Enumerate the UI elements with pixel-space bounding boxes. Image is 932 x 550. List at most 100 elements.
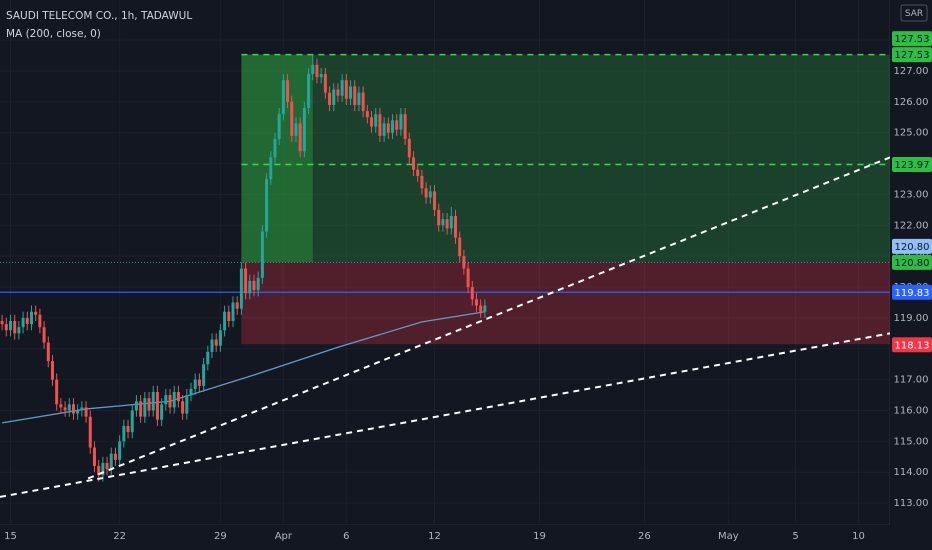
- candle-body: [315, 64, 319, 78]
- candle-body: [244, 268, 248, 294]
- candle-body: [466, 268, 470, 288]
- candle-body: [155, 391, 159, 420]
- candle-body: [256, 277, 260, 291]
- candle-body: [172, 391, 176, 408]
- price-label-box: [892, 337, 932, 353]
- candle-body: [403, 114, 407, 139]
- candle-body: [462, 256, 466, 269]
- price-label: 120.80: [895, 242, 930, 253]
- candle-body: [109, 453, 113, 470]
- candle-body: [353, 86, 357, 105]
- candle-body: [17, 327, 21, 334]
- candle-body: [59, 404, 63, 408]
- price-label-box: [892, 47, 932, 63]
- x-tick-label: 22: [113, 531, 126, 542]
- candle-body: [298, 123, 302, 152]
- trendline: [0, 332, 891, 498]
- candle-body: [189, 388, 193, 396]
- y-tick-label: 116.00: [894, 405, 929, 416]
- y-tick-label: 126.00: [894, 97, 929, 108]
- candle-body: [407, 138, 411, 158]
- candle-body: [311, 64, 315, 75]
- candle-body: [38, 314, 42, 328]
- candle-body: [332, 89, 336, 105]
- time-axis-bg: [0, 525, 932, 550]
- candle-body: [307, 74, 311, 109]
- candle-body: [374, 114, 378, 127]
- currency-box: [900, 4, 928, 22]
- candle-body: [399, 114, 403, 130]
- candle-body: [281, 80, 285, 115]
- candle-body: [80, 407, 84, 411]
- candle-body: [71, 404, 75, 414]
- candle-body: [328, 92, 332, 105]
- candle-body: [134, 401, 138, 411]
- x-tick-label: 10: [852, 531, 865, 542]
- loss-zone: [241, 262, 891, 345]
- candle-body: [55, 379, 59, 405]
- profit-zone: [241, 54, 891, 263]
- y-tick-label: 117.00: [894, 375, 929, 386]
- candle-body: [474, 299, 478, 306]
- candle-body: [206, 351, 210, 365]
- candle-body: [197, 379, 201, 386]
- candle-body: [252, 280, 256, 291]
- candle-body: [0, 320, 4, 325]
- candle-body: [122, 425, 126, 442]
- candle-body: [34, 311, 38, 315]
- candle-body: [302, 108, 306, 152]
- candle-body: [147, 398, 151, 411]
- candle-body: [273, 138, 277, 158]
- candle-body: [223, 311, 227, 331]
- candle-body: [46, 342, 50, 362]
- candle-body: [395, 120, 399, 130]
- candle-body: [151, 391, 155, 411]
- candle-body: [433, 191, 437, 210]
- candle-body: [67, 404, 71, 411]
- price-label: 119.83: [895, 288, 930, 299]
- chart-title: SAUDI TELECOM CO., 1h, TADAWUL: [6, 10, 192, 22]
- indicator-legend: MA (200, close, 0): [6, 28, 101, 40]
- candle-body: [76, 410, 80, 414]
- candle-body: [239, 268, 243, 309]
- candle-body: [286, 80, 290, 102]
- candle-body: [424, 188, 428, 198]
- y-tick-label: 125.00: [894, 128, 929, 139]
- candle-body: [164, 395, 168, 405]
- candle-body: [139, 401, 143, 417]
- profit-zone-filled: [241, 54, 313, 263]
- x-tick-label: 15: [4, 531, 17, 542]
- candle-body: [437, 209, 441, 226]
- candle-body: [143, 398, 147, 417]
- candle-body: [42, 327, 46, 343]
- candle-body: [344, 80, 348, 99]
- price-label: 123.97: [895, 160, 930, 171]
- candle-body: [370, 117, 374, 127]
- candle-body: [265, 179, 269, 232]
- candle-body: [227, 311, 231, 321]
- candle-body: [29, 311, 33, 325]
- candle-body: [218, 330, 222, 346]
- candle-body: [260, 231, 264, 278]
- candle-body: [382, 123, 386, 136]
- currency: SAR: [905, 9, 923, 19]
- candle-body: [84, 407, 88, 417]
- candle-body: [181, 401, 185, 414]
- candle-body: [193, 379, 197, 389]
- candle-body: [101, 462, 105, 476]
- candle-body: [378, 114, 382, 136]
- candle-body: [445, 219, 449, 229]
- candle-body: [168, 395, 172, 408]
- candle-body: [130, 410, 134, 433]
- candle-body: [50, 361, 54, 380]
- price-label-box: [892, 254, 932, 270]
- x-tick-label: May: [718, 531, 739, 542]
- candle-body: [277, 114, 281, 139]
- candle-body: [340, 80, 344, 96]
- x-tick-label: 29: [214, 531, 227, 542]
- price-label-box: [892, 31, 932, 47]
- x-tick-label: 12: [428, 531, 441, 542]
- candle-body: [470, 287, 474, 300]
- candle-body: [269, 157, 273, 180]
